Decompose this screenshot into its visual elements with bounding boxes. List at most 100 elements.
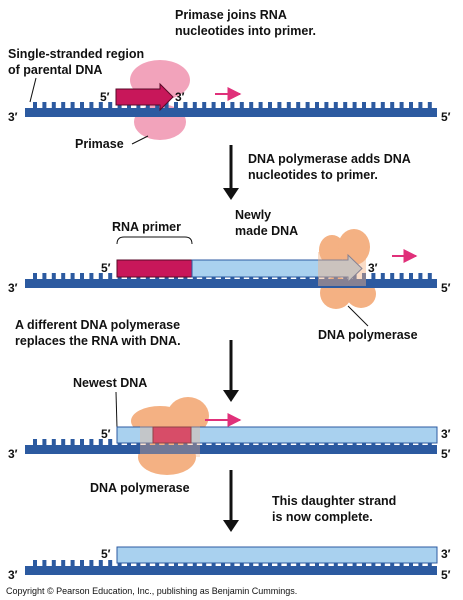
step1-parental-strand xyxy=(25,108,437,117)
base-tick xyxy=(362,102,366,109)
newly-made-dna-line2: made DNA xyxy=(235,224,298,238)
base-tick xyxy=(70,560,75,567)
base-tick xyxy=(89,273,94,280)
step2-dna-polymerase-enzyme xyxy=(319,229,376,309)
base-tick xyxy=(418,102,423,109)
step2-polymerase-overlay xyxy=(318,252,366,286)
base-tick xyxy=(409,102,413,109)
base-tick xyxy=(221,102,225,109)
step1-primer-5-end: 5′ xyxy=(100,90,110,104)
base-tick xyxy=(164,102,169,109)
base-tick xyxy=(61,102,66,109)
step2-strand-5-end: 5′ xyxy=(441,281,451,295)
step3-remaining-rna-primer xyxy=(152,426,192,444)
newest-dna-label: Newest DNA xyxy=(73,376,147,390)
base-tick xyxy=(352,102,357,109)
base-tick xyxy=(80,273,84,280)
base-tick xyxy=(390,273,395,280)
copyright-notice: Copyright © Pearson Education, Inc., pub… xyxy=(6,586,297,596)
base-tick xyxy=(70,102,75,109)
base-tick xyxy=(258,102,263,109)
base-tick xyxy=(315,102,319,109)
base-tick xyxy=(108,439,113,446)
step4-strand-3-end: 3′ xyxy=(8,568,18,582)
step1-rna-primer xyxy=(115,82,174,112)
step3-caption-line1: A different DNA polymerase xyxy=(15,318,180,332)
base-tick xyxy=(61,560,66,567)
base-tick xyxy=(268,102,272,109)
base-tick xyxy=(202,102,207,109)
base-tick xyxy=(192,102,197,109)
step1-region-label-line2: of parental DNA xyxy=(8,63,102,77)
base-tick xyxy=(418,273,423,280)
region-leader-line xyxy=(29,77,37,103)
base-tick xyxy=(80,102,84,109)
base-tick xyxy=(33,439,37,446)
step-arrow-1 xyxy=(223,145,239,200)
step3-new-dna-strand xyxy=(116,426,438,444)
base-tick xyxy=(399,273,404,280)
base-tick xyxy=(343,102,348,109)
step-arrow-2 xyxy=(223,340,239,402)
base-tick xyxy=(249,102,254,109)
base-tick xyxy=(42,273,47,280)
step2-strand-3-end: 3′ xyxy=(8,281,18,295)
rna-primer-bracket xyxy=(116,236,193,245)
base-tick xyxy=(33,273,37,280)
step3-parental-strand xyxy=(25,445,437,454)
primase-leader-line xyxy=(131,135,149,145)
base-tick xyxy=(305,102,310,109)
step1-primer-3-end: 3′ xyxy=(175,90,185,104)
base-tick xyxy=(51,560,56,567)
base-tick xyxy=(390,102,395,109)
base-tick xyxy=(80,560,84,567)
base-tick xyxy=(399,102,404,109)
step3-top-5-end: 5′ xyxy=(101,427,111,441)
base-tick xyxy=(371,273,376,280)
base-tick xyxy=(286,102,291,109)
step4-caption-line1: This daughter strand xyxy=(272,494,396,508)
step2-polymerase-leader-line xyxy=(347,305,369,327)
base-tick xyxy=(371,102,376,109)
step4-parental-strand xyxy=(25,566,437,575)
step2-caption-line2: nucleotides to primer. xyxy=(248,168,378,182)
step3-strand-5-end: 5′ xyxy=(441,447,451,461)
base-tick xyxy=(89,102,94,109)
base-tick xyxy=(277,102,282,109)
step2-new-dna-strand xyxy=(191,253,363,284)
base-tick xyxy=(324,102,329,109)
base-tick xyxy=(80,439,84,446)
primase-label: Primase xyxy=(75,137,124,151)
step2-dna-polymerase-label: DNA polymerase xyxy=(318,328,418,342)
base-tick xyxy=(42,560,47,567)
rna-primer-label: RNA primer xyxy=(112,220,181,234)
base-tick xyxy=(89,439,94,446)
base-tick xyxy=(42,439,47,446)
step1-region-label-line1: Single-stranded region xyxy=(8,47,144,61)
base-tick xyxy=(239,102,244,109)
step1-parental-strand-ticks xyxy=(33,102,432,109)
step-arrow-3 xyxy=(223,470,239,532)
step4-top-5-end: 5′ xyxy=(101,547,111,561)
step2-new-3-end: 3′ xyxy=(368,261,378,275)
base-tick xyxy=(174,102,178,109)
base-tick xyxy=(296,102,301,109)
base-tick xyxy=(98,439,103,446)
base-tick xyxy=(352,273,357,280)
base-tick xyxy=(51,102,56,109)
step4-daughter-strand xyxy=(116,546,438,564)
base-tick xyxy=(70,439,75,446)
base-tick xyxy=(33,560,37,567)
base-tick xyxy=(98,273,103,280)
step3-polymerase-overlay xyxy=(140,425,200,457)
step2-caption-line1: DNA polymerase adds DNA xyxy=(248,152,411,166)
step2-new-5-end: 5′ xyxy=(101,261,111,275)
base-tick xyxy=(409,273,413,280)
base-tick xyxy=(108,102,113,109)
base-tick xyxy=(427,102,432,109)
step3-strand-3-end: 3′ xyxy=(8,447,18,461)
base-tick xyxy=(51,439,56,446)
base-tick xyxy=(61,273,66,280)
base-tick xyxy=(51,273,56,280)
